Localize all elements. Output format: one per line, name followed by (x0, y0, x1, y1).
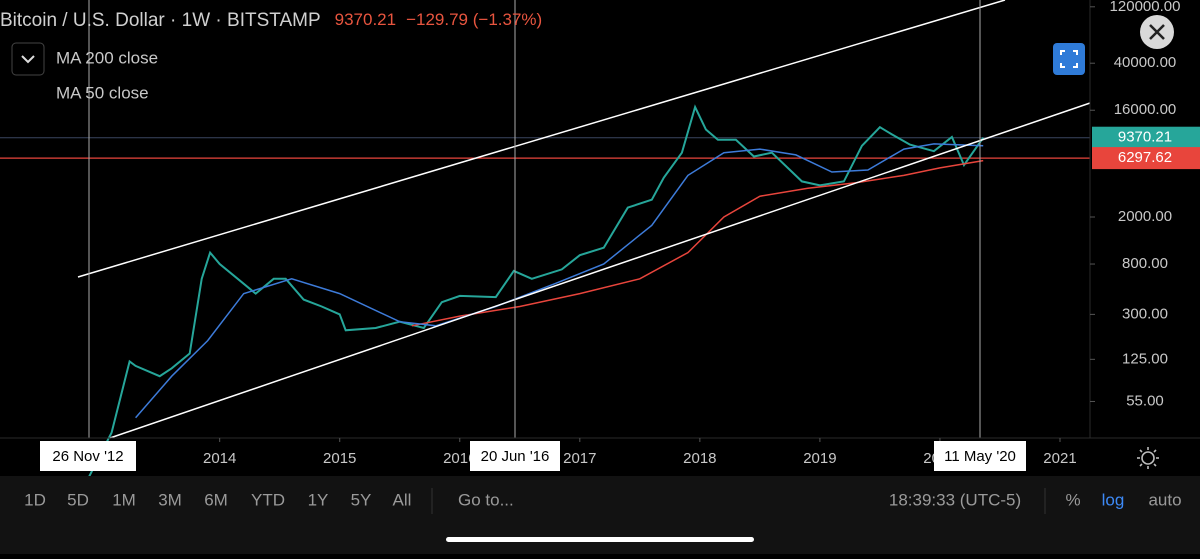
x-tick-label: 2016 (443, 450, 476, 467)
legend-entry: MA 50 close (56, 83, 149, 102)
separator: · (165, 10, 182, 31)
y-tick-label: 16000.00 (1114, 101, 1177, 118)
y-tick-label: 800.00 (1122, 255, 1168, 272)
legend-entry: MA 200 close (56, 48, 158, 67)
goto-button[interactable]: Go to... (458, 490, 514, 509)
auto-toggle[interactable]: auto (1148, 490, 1181, 509)
crosshair-label-box (40, 441, 136, 471)
last-price-label: 9370.21 (1118, 129, 1172, 146)
range-button[interactable]: 1D (24, 490, 46, 509)
log-toggle[interactable]: log (1102, 490, 1125, 509)
moving-average (135, 143, 984, 419)
y-tick-label: 300.00 (1122, 305, 1168, 322)
range-button[interactable]: 1Y (308, 490, 329, 509)
level-label: 6297.62 (1118, 149, 1172, 166)
separator: · (210, 10, 227, 31)
range-button[interactable]: 1M (112, 490, 136, 509)
x-tick-label: 2014 (203, 450, 236, 467)
x-tick-label: 2015 (323, 450, 356, 467)
channel-upper (77, 0, 1006, 278)
last-price-box (1092, 126, 1200, 149)
fullscreen-icon (1060, 50, 1078, 68)
symbol-header: Bitcoin / U.S. Dollar · 1W · BITSTAMP 937… (0, 10, 542, 31)
moving-average (411, 159, 984, 327)
crosshair-label-box (934, 441, 1026, 471)
range-button[interactable]: All (393, 490, 412, 509)
y-tick-label: 55.00 (1126, 392, 1164, 409)
range-button[interactable]: 3M (158, 490, 182, 509)
price-axis (1090, 0, 1200, 438)
x-tick-label: 2021 (1043, 450, 1076, 467)
exchange: BITSTAMP (227, 10, 321, 31)
range-button[interactable]: 6M (204, 490, 228, 509)
y-axis: 120000.00 40000.00 16000.00 2000.00 800.00 30… (1090, 0, 1200, 409)
price-change: −129.79 (−1.37%) (406, 10, 542, 29)
range-buttons: 1D 5D 1M 3M 6M YTD 1Y 5Y All (24, 490, 411, 509)
plot-area (0, 104, 1090, 481)
interval: 1W (182, 10, 211, 31)
crosshair-label: 20 Jun '16 (481, 448, 550, 465)
close-icon (1149, 24, 1165, 40)
range-button[interactable]: YTD (251, 490, 285, 509)
clock: 18:39:33 (UTC-5) (889, 490, 1021, 509)
last-price: 9370.21 (335, 10, 396, 29)
range-button[interactable]: 5Y (351, 490, 372, 509)
crosshair-label-box (470, 441, 560, 471)
home-indicator (446, 537, 754, 542)
y-tick-label: 125.00 (1122, 350, 1168, 367)
percent-toggle[interactable]: % (1065, 490, 1080, 509)
x-tick-label: 2017 (563, 450, 596, 467)
y-tick-label: 2000.00 (1118, 208, 1172, 225)
symbol-title: Bitcoin / U.S. Dollar (0, 10, 165, 31)
range-button[interactable]: 5D (67, 490, 89, 509)
chevron-icon (21, 55, 35, 64)
channel-lower (109, 101, 1094, 439)
y-tick-label: 40000.00 (1114, 54, 1177, 71)
crosshair-label: 11 May '20 (944, 448, 1016, 465)
toolbar (0, 476, 1200, 554)
x-tick-label: 2018 (683, 450, 716, 467)
settings-icon[interactable] (1137, 447, 1159, 469)
x-tick-label: 2019 (803, 450, 836, 467)
y-tick-label: 120000.00 (1110, 0, 1181, 15)
crosshair-label: 26 Nov '12 (52, 448, 123, 465)
fullscreen-button[interactable] (1053, 43, 1085, 75)
price-line (86, 104, 985, 481)
level-box (1092, 147, 1200, 170)
collapse-button[interactable] (11, 42, 45, 76)
